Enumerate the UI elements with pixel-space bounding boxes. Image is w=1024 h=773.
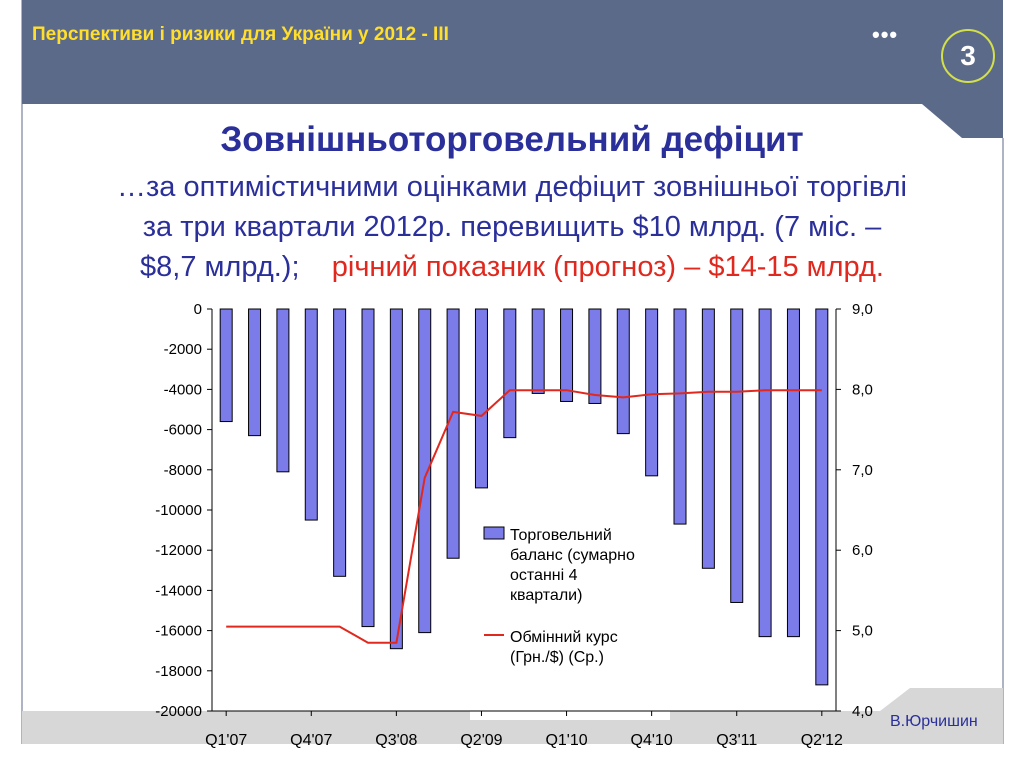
x-tick-label: Q1'07 xyxy=(205,732,247,749)
y-left-tick-label: -20000 xyxy=(155,703,202,720)
bar-Q3'10 xyxy=(616,308,630,435)
header-bar xyxy=(22,0,1003,138)
bar-Q1'10 xyxy=(560,308,574,402)
y-right-tick-label: 5,0 xyxy=(852,623,873,640)
x-tick-label: Q3'11 xyxy=(716,732,757,749)
x-tick-label: Q4'07 xyxy=(290,732,332,749)
bar-Q4'07 xyxy=(304,308,318,521)
y-left-tick-label: -14000 xyxy=(155,582,202,599)
bar-Q2'09 xyxy=(474,308,488,489)
bar-Q3'08 xyxy=(389,308,403,650)
y-left-tick-label: -6000 xyxy=(164,422,202,439)
legend-bar-label: баланс (сумарно xyxy=(510,547,635,564)
subtitle-line-3: $8,7 млрд.); річний показник (прогноз) –… xyxy=(0,251,1024,284)
bar-Q3'09 xyxy=(503,308,517,439)
legend-bar-label: Торговельний xyxy=(510,527,612,544)
bar-Q1'08 xyxy=(333,308,347,577)
subtitle-line-3a: $8,7 млрд.); xyxy=(140,251,300,283)
bar-Q2'07 xyxy=(248,308,262,437)
bar-Q4'11 xyxy=(758,308,772,638)
legend-bar-label: квартали) xyxy=(510,587,582,604)
y-left-tick-label: -2000 xyxy=(164,341,202,358)
bar-Q4'09 xyxy=(531,308,545,394)
legend-line-label: Обмінний курс xyxy=(510,629,618,646)
y-left-tick-label: 0 xyxy=(194,301,202,318)
x-tick-label: Q4'10 xyxy=(631,732,673,749)
subtitle-line-1: …за оптимістичними оцінками дефіцит зовн… xyxy=(117,171,907,203)
bar-Q2'12 xyxy=(815,308,829,686)
y-left-tick-label: -4000 xyxy=(164,381,202,398)
bar-Q1'09 xyxy=(446,308,460,559)
y-left-tick-label: -16000 xyxy=(155,623,202,640)
bar-Q1'07 xyxy=(219,308,233,423)
slide-title: Зовнішньоторговельний дефіцит xyxy=(220,120,804,159)
menu-dots-icon: ••• xyxy=(872,22,899,47)
legend-backdrop xyxy=(470,690,670,720)
bar-Q2'08 xyxy=(361,308,375,628)
bar-Q3'07 xyxy=(276,308,290,473)
bar-Q2'10 xyxy=(588,308,602,404)
slide-number-badge: 3 xyxy=(941,29,995,83)
y-left-tick-label: -18000 xyxy=(155,663,202,680)
x-tick-label: Q2'09 xyxy=(460,732,502,749)
subtitle-line-2: за три квартали 2012р. перевищить $10 мл… xyxy=(142,211,882,243)
y-right-tick-label: 6,0 xyxy=(852,542,873,559)
y-right-tick-label: 4,0 xyxy=(852,703,873,720)
x-tick-label: Q3'08 xyxy=(375,732,417,749)
x-tick-label: Q2'12 xyxy=(801,732,843,749)
bar-Q4'08 xyxy=(418,308,432,634)
bar-Q1'11 xyxy=(673,308,687,525)
x-tick-label: Q1'10 xyxy=(545,732,587,749)
y-left-tick-label: -8000 xyxy=(164,462,202,479)
bar-Q3'11 xyxy=(730,308,744,603)
subtitle-line-3b: річний показник (прогноз) – $14-15 млрд. xyxy=(331,251,884,283)
bar-Q1'12 xyxy=(786,308,800,638)
legend-bar-swatch xyxy=(483,526,505,540)
bar-Q2'11 xyxy=(701,308,715,569)
y-right-tick-label: 8,0 xyxy=(852,381,873,398)
y-right-tick-label: 7,0 xyxy=(852,462,873,479)
y-right-tick-label: 9,0 xyxy=(852,301,873,318)
y-left-tick-label: -12000 xyxy=(155,542,202,559)
exchange-rate-line xyxy=(226,389,822,644)
bar-Q4'10 xyxy=(645,308,659,477)
y-left-tick-label: -10000 xyxy=(155,502,202,519)
legend-bar-label: останні 4 xyxy=(510,567,578,584)
legend-line-label: (Грн./$) (Ср.) xyxy=(510,649,604,666)
header-title: Перспективи і ризики для України у 2012 … xyxy=(32,24,449,45)
author-name: В.Юрчишин xyxy=(890,713,978,730)
